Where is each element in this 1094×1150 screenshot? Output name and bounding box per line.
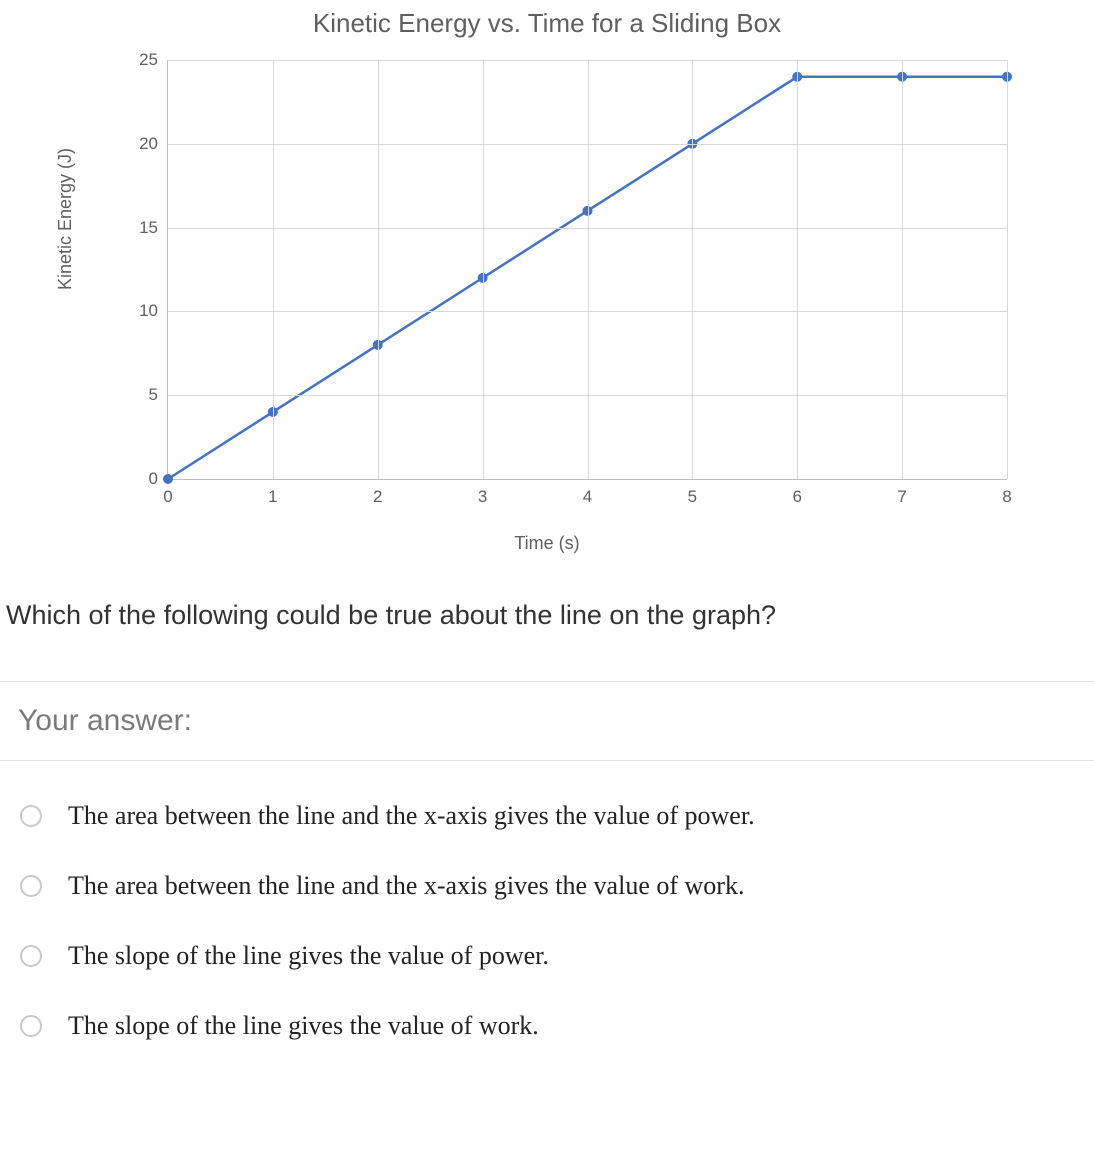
x-tick-label: 4: [583, 487, 592, 507]
x-axis-label: Time (s): [47, 533, 1047, 554]
x-tick-label: 5: [688, 487, 697, 507]
grid-vertical: [692, 60, 693, 479]
grid-horizontal: [168, 395, 1007, 396]
y-tick-label: 25: [118, 50, 158, 70]
radio-button[interactable]: [20, 1015, 42, 1037]
question-text: Which of the following could be true abo…: [6, 600, 1088, 631]
grid-vertical: [902, 60, 903, 479]
grid-vertical: [273, 60, 274, 479]
option-row[interactable]: The slope of the line gives the value of…: [10, 921, 1084, 991]
data-marker: [163, 474, 173, 484]
option-row[interactable]: The area between the line and the x-axis…: [10, 851, 1084, 921]
x-tick-label: 6: [793, 487, 802, 507]
grid-horizontal: [168, 311, 1007, 312]
x-tick-label: 3: [478, 487, 487, 507]
option-text: The area between the line and the x-axis…: [68, 871, 744, 901]
y-axis-label: Kinetic Energy (J): [55, 148, 76, 290]
options-list: The area between the line and the x-axis…: [0, 761, 1094, 1071]
grid-horizontal: [168, 144, 1007, 145]
option-text: The slope of the line gives the value of…: [68, 1011, 539, 1041]
chart-container: Kinetic Energy vs. Time for a Sliding Bo…: [47, 0, 1047, 560]
y-tick-label: 15: [118, 218, 158, 238]
x-tick-label: 0: [163, 487, 172, 507]
x-tick-label: 7: [897, 487, 906, 507]
grid-horizontal: [168, 60, 1007, 61]
option-text: The area between the line and the x-axis…: [68, 801, 755, 831]
grid-vertical: [483, 60, 484, 479]
grid-vertical: [588, 60, 589, 479]
chart-plot: 0123456780510152025: [167, 60, 1007, 480]
option-row[interactable]: The slope of the line gives the value of…: [10, 991, 1084, 1061]
x-tick-label: 8: [1002, 487, 1011, 507]
y-tick-label: 10: [118, 301, 158, 321]
radio-button[interactable]: [20, 805, 42, 827]
y-tick-label: 0: [118, 469, 158, 489]
answer-header: Your answer:: [18, 704, 1076, 738]
y-tick-label: 5: [118, 385, 158, 405]
x-tick-label: 1: [268, 487, 277, 507]
grid-vertical: [378, 60, 379, 479]
grid-horizontal: [168, 228, 1007, 229]
grid-vertical: [1007, 60, 1008, 479]
y-tick-label: 20: [118, 134, 158, 154]
radio-button[interactable]: [20, 945, 42, 967]
answer-header-section: Your answer:: [0, 681, 1094, 761]
grid-vertical: [797, 60, 798, 479]
option-row[interactable]: The area between the line and the x-axis…: [10, 781, 1084, 851]
chart-title: Kinetic Energy vs. Time for a Sliding Bo…: [47, 8, 1047, 39]
x-tick-label: 2: [373, 487, 382, 507]
option-text: The slope of the line gives the value of…: [68, 941, 549, 971]
radio-button[interactable]: [20, 875, 42, 897]
